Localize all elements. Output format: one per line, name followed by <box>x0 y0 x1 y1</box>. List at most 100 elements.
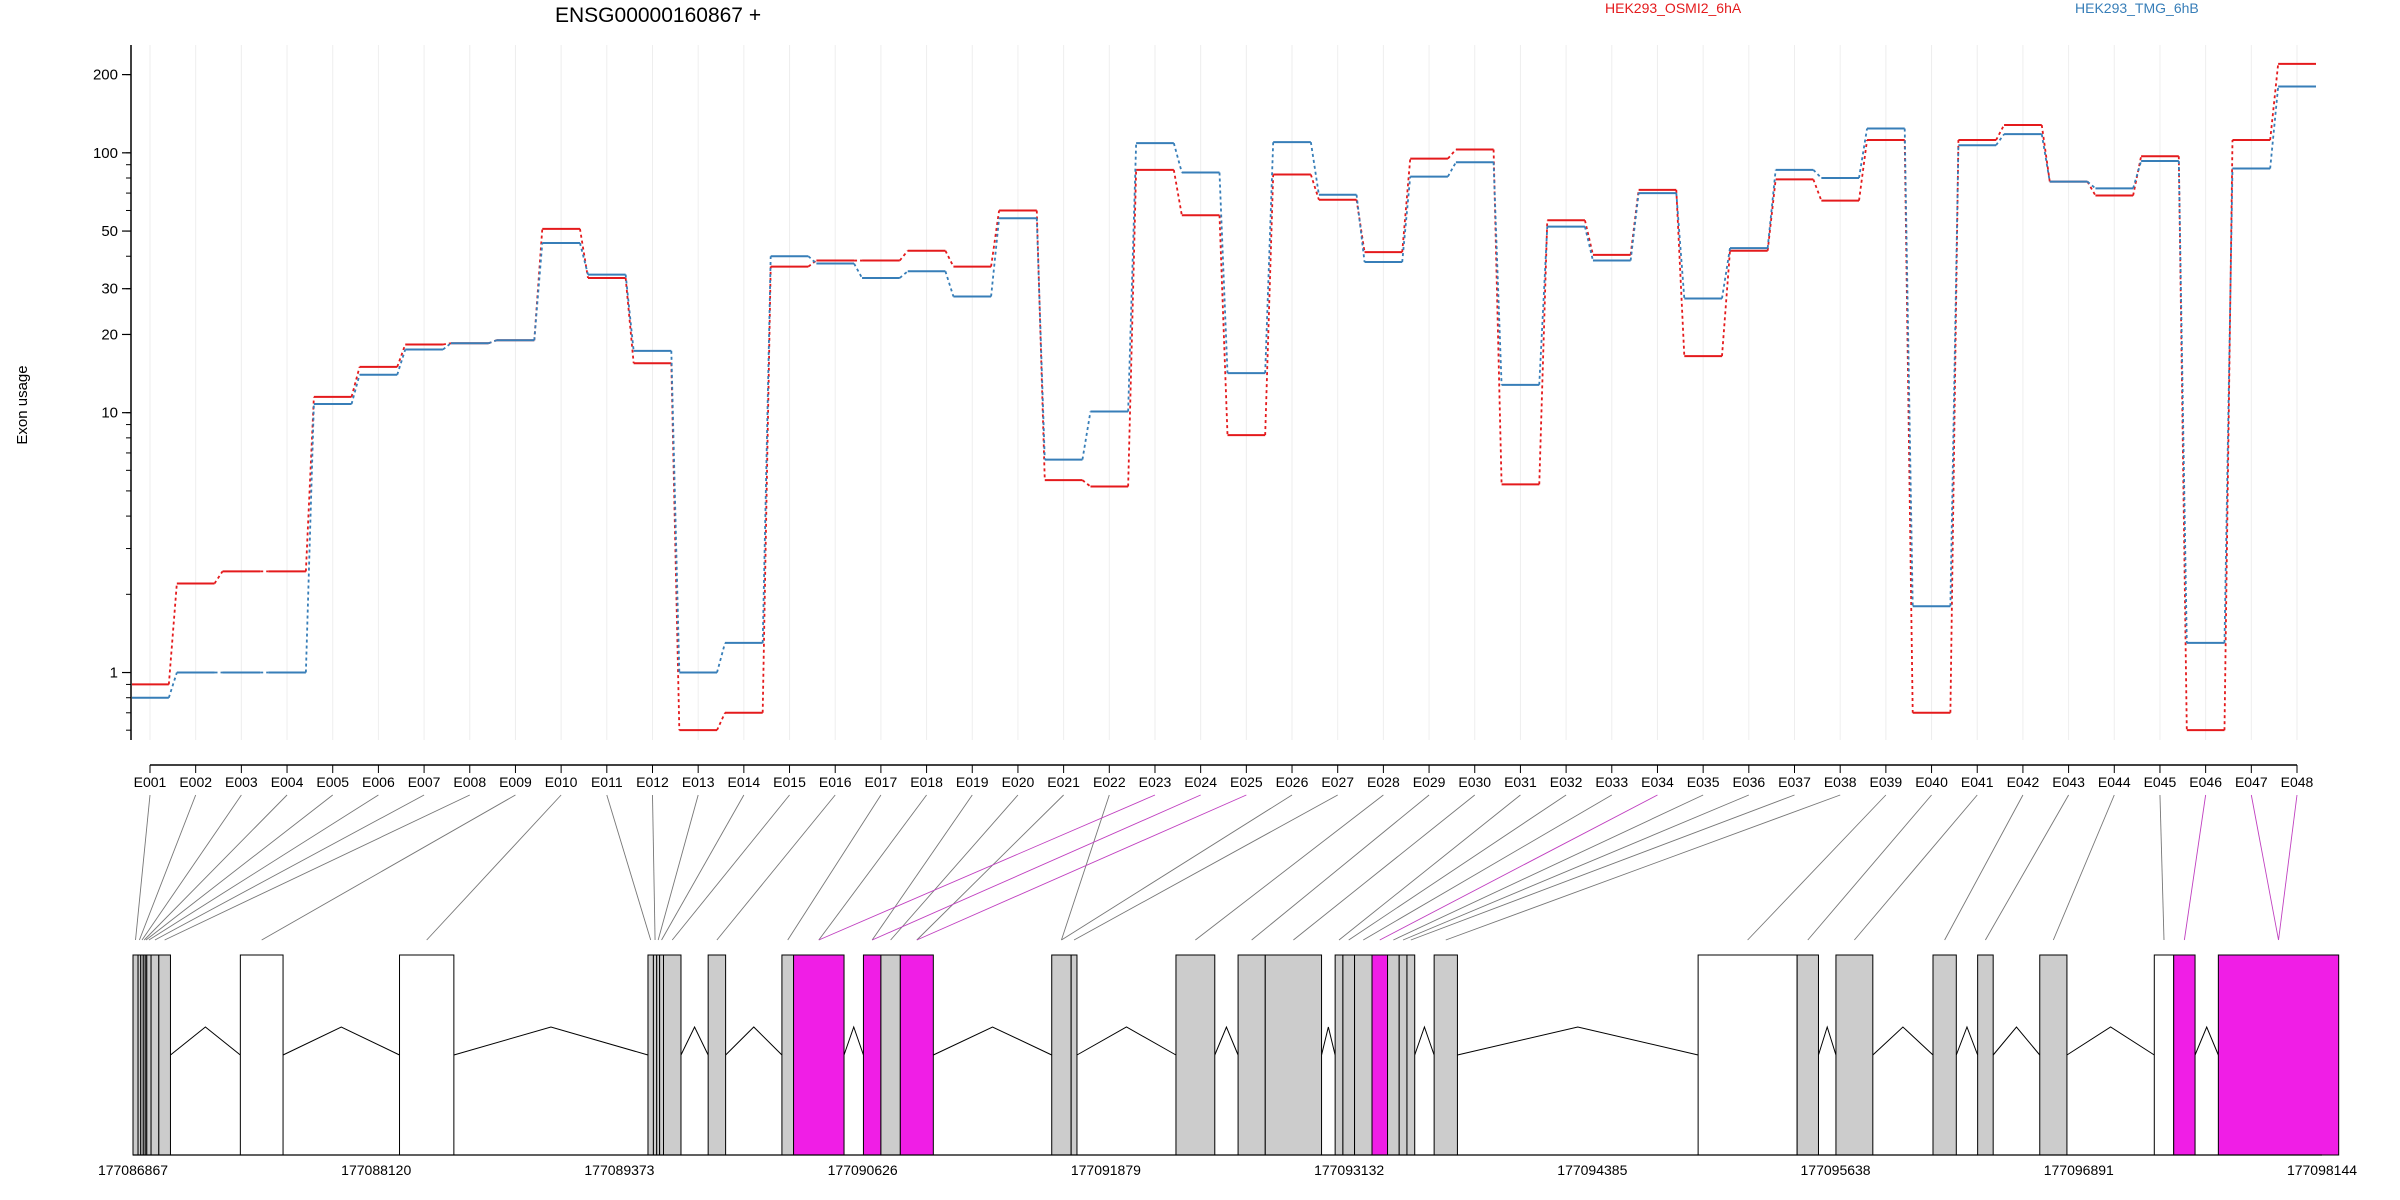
intron-line <box>2066 1026 2155 1056</box>
series-step <box>716 642 726 673</box>
exon-block-e017 <box>781 954 795 1156</box>
exon-link-line <box>916 794 1247 941</box>
series-step <box>579 228 589 279</box>
x-tick-label: E017 <box>865 774 898 790</box>
series-step <box>1355 194 1366 263</box>
exon-link-line <box>2052 794 2115 941</box>
series-step <box>990 218 1000 297</box>
x-tick-label: E040 <box>1915 774 1948 790</box>
exon-link-line <box>787 794 882 941</box>
x-axis: E001 E002 E003 E004 E005 E006 E007 E008 E009 E010… <box>134 764 2314 790</box>
coordinate-tick-label: 177094385 <box>1557 1162 1627 1178</box>
x-tick-label: E014 <box>727 774 760 790</box>
series-step <box>624 274 635 351</box>
series-step <box>1584 220 1594 256</box>
x-tick-label: E037 <box>1778 774 1811 790</box>
series-step <box>1675 189 1686 357</box>
series-step <box>1447 161 1457 178</box>
y-tick-label: 200 <box>93 67 118 84</box>
exon-link-line <box>1251 794 1430 941</box>
series-step <box>1584 226 1594 261</box>
exon-block-e027 <box>1334 954 1344 1156</box>
exon-link-line <box>2250 794 2279 941</box>
x-tick-label: E003 <box>225 774 258 790</box>
x-tick-label: E011 <box>591 774 623 790</box>
exon-block-e019 <box>862 954 882 1156</box>
series-step <box>167 583 178 685</box>
exon-link-line <box>1363 794 1613 941</box>
exon-block-e040 <box>2039 954 2068 1156</box>
exon-link-line <box>661 794 745 941</box>
x-tick-label: E045 <box>2144 774 2177 790</box>
series-step <box>350 374 361 405</box>
series-step <box>1127 169 1138 487</box>
exon-link-line <box>916 794 1064 941</box>
x-tick-label: E035 <box>1687 774 1720 790</box>
series-step <box>1401 176 1412 263</box>
exon-block-e032 <box>1398 954 1408 1156</box>
exon-link-line <box>1061 794 1293 941</box>
series-step <box>2269 86 2280 169</box>
exon-link-line <box>426 794 562 941</box>
intron-line <box>282 1026 400 1056</box>
series-step <box>853 263 863 279</box>
series-step <box>1995 124 2005 141</box>
exon-block-e009 <box>239 954 284 1156</box>
exon-block-e022 <box>1051 954 1072 1156</box>
series-step <box>2223 140 2234 731</box>
series-step <box>1081 479 1092 488</box>
exon-link-line <box>1338 794 1521 941</box>
x-tick-label: E041 <box>1961 774 1994 790</box>
exon-block-e001 <box>132 954 139 1156</box>
series-step <box>761 266 772 713</box>
coordinate-tick-label: 177095638 <box>1801 1162 1871 1178</box>
intron-line <box>933 1026 1052 1056</box>
intron-line <box>843 1025 864 1056</box>
series-layer <box>132 62 2316 732</box>
intron-line <box>170 1026 241 1056</box>
exon-block-e033 <box>1406 954 1416 1156</box>
x-tick-label: E009 <box>499 774 532 790</box>
exon-block-e025 <box>1237 954 1266 1156</box>
exon-block-e023 <box>1070 954 1078 1156</box>
series-step <box>1492 162 1503 385</box>
series-step <box>2086 180 2097 190</box>
x-tick-label: E038 <box>1824 774 1857 790</box>
series-step <box>533 242 544 341</box>
exon-link-line <box>2278 794 2298 941</box>
series-step <box>1812 179 1823 201</box>
exon-link-line <box>1854 794 1978 941</box>
exon-block-e039 <box>1977 954 1994 1156</box>
series-step <box>1172 169 1183 216</box>
x-tick-label: E022 <box>1093 774 1126 790</box>
series-step <box>1447 148 1457 160</box>
exon-block-e037 <box>1835 954 1874 1156</box>
exon-link-line <box>1402 794 1750 941</box>
x-tick-label: E001 <box>134 774 167 790</box>
exon-block-e014 <box>659 954 665 1156</box>
series-step <box>1949 145 1960 607</box>
y-tick-label: 30 <box>101 281 118 298</box>
exon-link-line <box>141 794 242 941</box>
exon-link-line <box>1807 794 1932 941</box>
series-step <box>624 277 635 364</box>
exon-block-e011 <box>647 954 654 1156</box>
y-tick-label: 1 <box>110 665 118 682</box>
x-tick-label: E034 <box>1641 774 1674 790</box>
series-step <box>1903 128 1914 607</box>
exon-link-line <box>818 794 1156 941</box>
y-tick-label: 50 <box>101 223 118 240</box>
exon-link-lines <box>135 794 2298 941</box>
exon-block-e041 <box>2153 954 2175 1156</box>
x-tick-label: E030 <box>1458 774 1491 790</box>
x-tick-label: E029 <box>1413 774 1446 790</box>
x-tick-label: E025 <box>1230 774 1263 790</box>
y-axis-label: Exon usage <box>14 365 31 444</box>
series-step <box>807 255 817 265</box>
intron-line <box>1414 1025 1435 1056</box>
x-tick-label: E048 <box>2281 774 2314 790</box>
series-step <box>167 672 178 698</box>
coordinate-tick-label: 177091879 <box>1071 1162 1141 1178</box>
x-tick-label: E006 <box>362 774 395 790</box>
series-step <box>1081 411 1092 460</box>
